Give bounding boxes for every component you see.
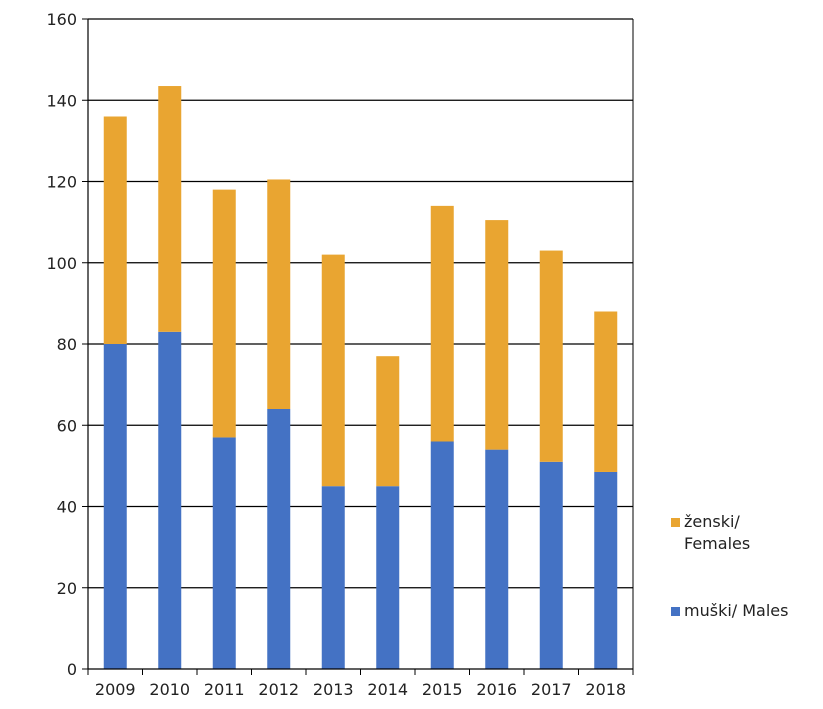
bar-females-2011 <box>212 189 236 438</box>
legend-item-females: ženski/ Females <box>671 511 794 555</box>
bar-females-2018 <box>594 311 618 472</box>
y-tick-label: 40 <box>57 498 77 517</box>
x-tick-label: 2010 <box>149 680 190 699</box>
bar-females-2014 <box>376 356 400 487</box>
y-tick-label: 0 <box>67 660 77 679</box>
bar-males-2014 <box>376 486 400 669</box>
legend-males: muški/ Males <box>671 600 794 622</box>
x-tick-label: 2017 <box>531 680 572 699</box>
axes <box>82 18 634 675</box>
x-tick-label: 2012 <box>258 680 299 699</box>
x-tick-label: 2018 <box>585 680 626 699</box>
x-tick-label: 2013 <box>313 680 354 699</box>
bar-females-2010 <box>158 86 182 332</box>
bar-females-2015 <box>430 205 454 442</box>
y-tick-label: 140 <box>46 91 77 110</box>
legend-label-females: ženski/ Females <box>684 512 751 553</box>
bar-males-2009 <box>103 344 127 669</box>
bar-males-2018 <box>594 471 618 669</box>
bar-females-2012 <box>267 179 291 409</box>
legend-item-males: muški/ Males <box>671 600 794 622</box>
y-tick-label: 80 <box>57 335 77 354</box>
bar-males-2011 <box>212 437 236 669</box>
tick-labels: 0 20 40 60 80 100 120 140 160 2009 2010 2011 2012 201… <box>46 10 626 699</box>
y-tick-label: 160 <box>46 10 77 29</box>
y-tick-label: 100 <box>46 254 77 273</box>
x-tick-label: 2014 <box>367 680 408 699</box>
legend-swatch-males <box>671 607 680 616</box>
legend-label-males: muški/ Males <box>684 601 789 620</box>
bar-females-2016 <box>485 220 509 450</box>
y-tick-label: 20 <box>57 579 77 598</box>
bar-males-2010 <box>158 331 182 669</box>
bar-males-2016 <box>485 449 509 669</box>
x-tick-label: 2015 <box>422 680 463 699</box>
y-tick-label: 120 <box>46 173 77 192</box>
y-tick-label: 60 <box>57 416 77 435</box>
bar-males-2012 <box>267 409 291 669</box>
bar-males-2013 <box>321 486 345 669</box>
x-tick-label: 2011 <box>204 680 245 699</box>
bar-females-2013 <box>321 254 345 487</box>
legend-swatch-females <box>671 518 680 527</box>
bar-males-2017 <box>539 461 563 669</box>
bar-females-2009 <box>103 116 127 344</box>
legend: ženski/ Females <box>671 511 794 555</box>
x-tick-label: 2016 <box>476 680 517 699</box>
bar-group <box>103 86 618 669</box>
x-tick-label: 2009 <box>95 680 136 699</box>
bar-females-2017 <box>539 250 563 462</box>
bar-males-2015 <box>430 441 454 669</box>
